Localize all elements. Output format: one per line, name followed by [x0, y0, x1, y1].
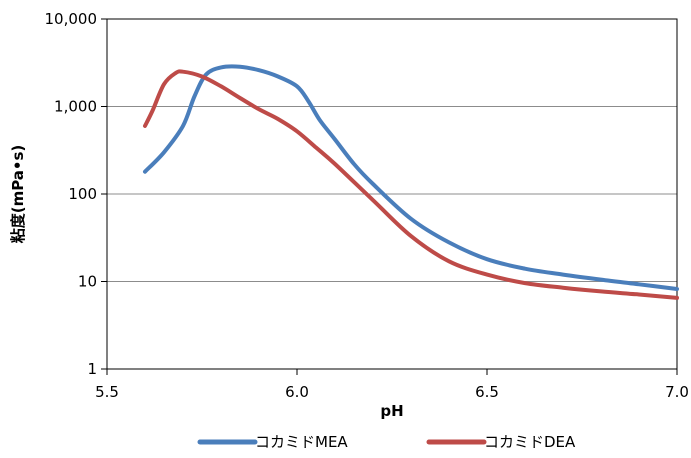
y-tick-label: 10,000	[45, 10, 98, 28]
grid-lines	[107, 106, 677, 282]
x-tick-label: 6.0	[285, 383, 309, 401]
x-tick-label: 5.5	[95, 383, 119, 401]
x-axis-ticks: 5.5 6.0 6.5 7.0	[95, 369, 689, 401]
y-tick-label: 1	[87, 360, 97, 378]
x-tick-label: 7.0	[665, 383, 689, 401]
y-axis-ticks: 1 10 100 1,000 10,000	[45, 10, 107, 378]
x-tick-label: 6.5	[475, 383, 499, 401]
legend-label-cocamide-dea: コカミドDEA	[484, 433, 576, 451]
y-tick-label: 10	[78, 273, 97, 291]
y-tick-label: 100	[68, 185, 97, 203]
series-line-cocamide-mea	[143, 64, 679, 291]
x-axis-title: pH	[380, 402, 403, 420]
series-line-cocamide-dea	[143, 69, 679, 300]
y-axis-title: 粘度(mPa•s)	[9, 145, 27, 244]
y-tick-label: 1,000	[54, 98, 97, 116]
legend: コカミドMEA コカミドDEA	[197, 433, 576, 451]
series-layer	[143, 64, 679, 300]
legend-label-cocamide-mea: コカミドMEA	[255, 433, 348, 451]
